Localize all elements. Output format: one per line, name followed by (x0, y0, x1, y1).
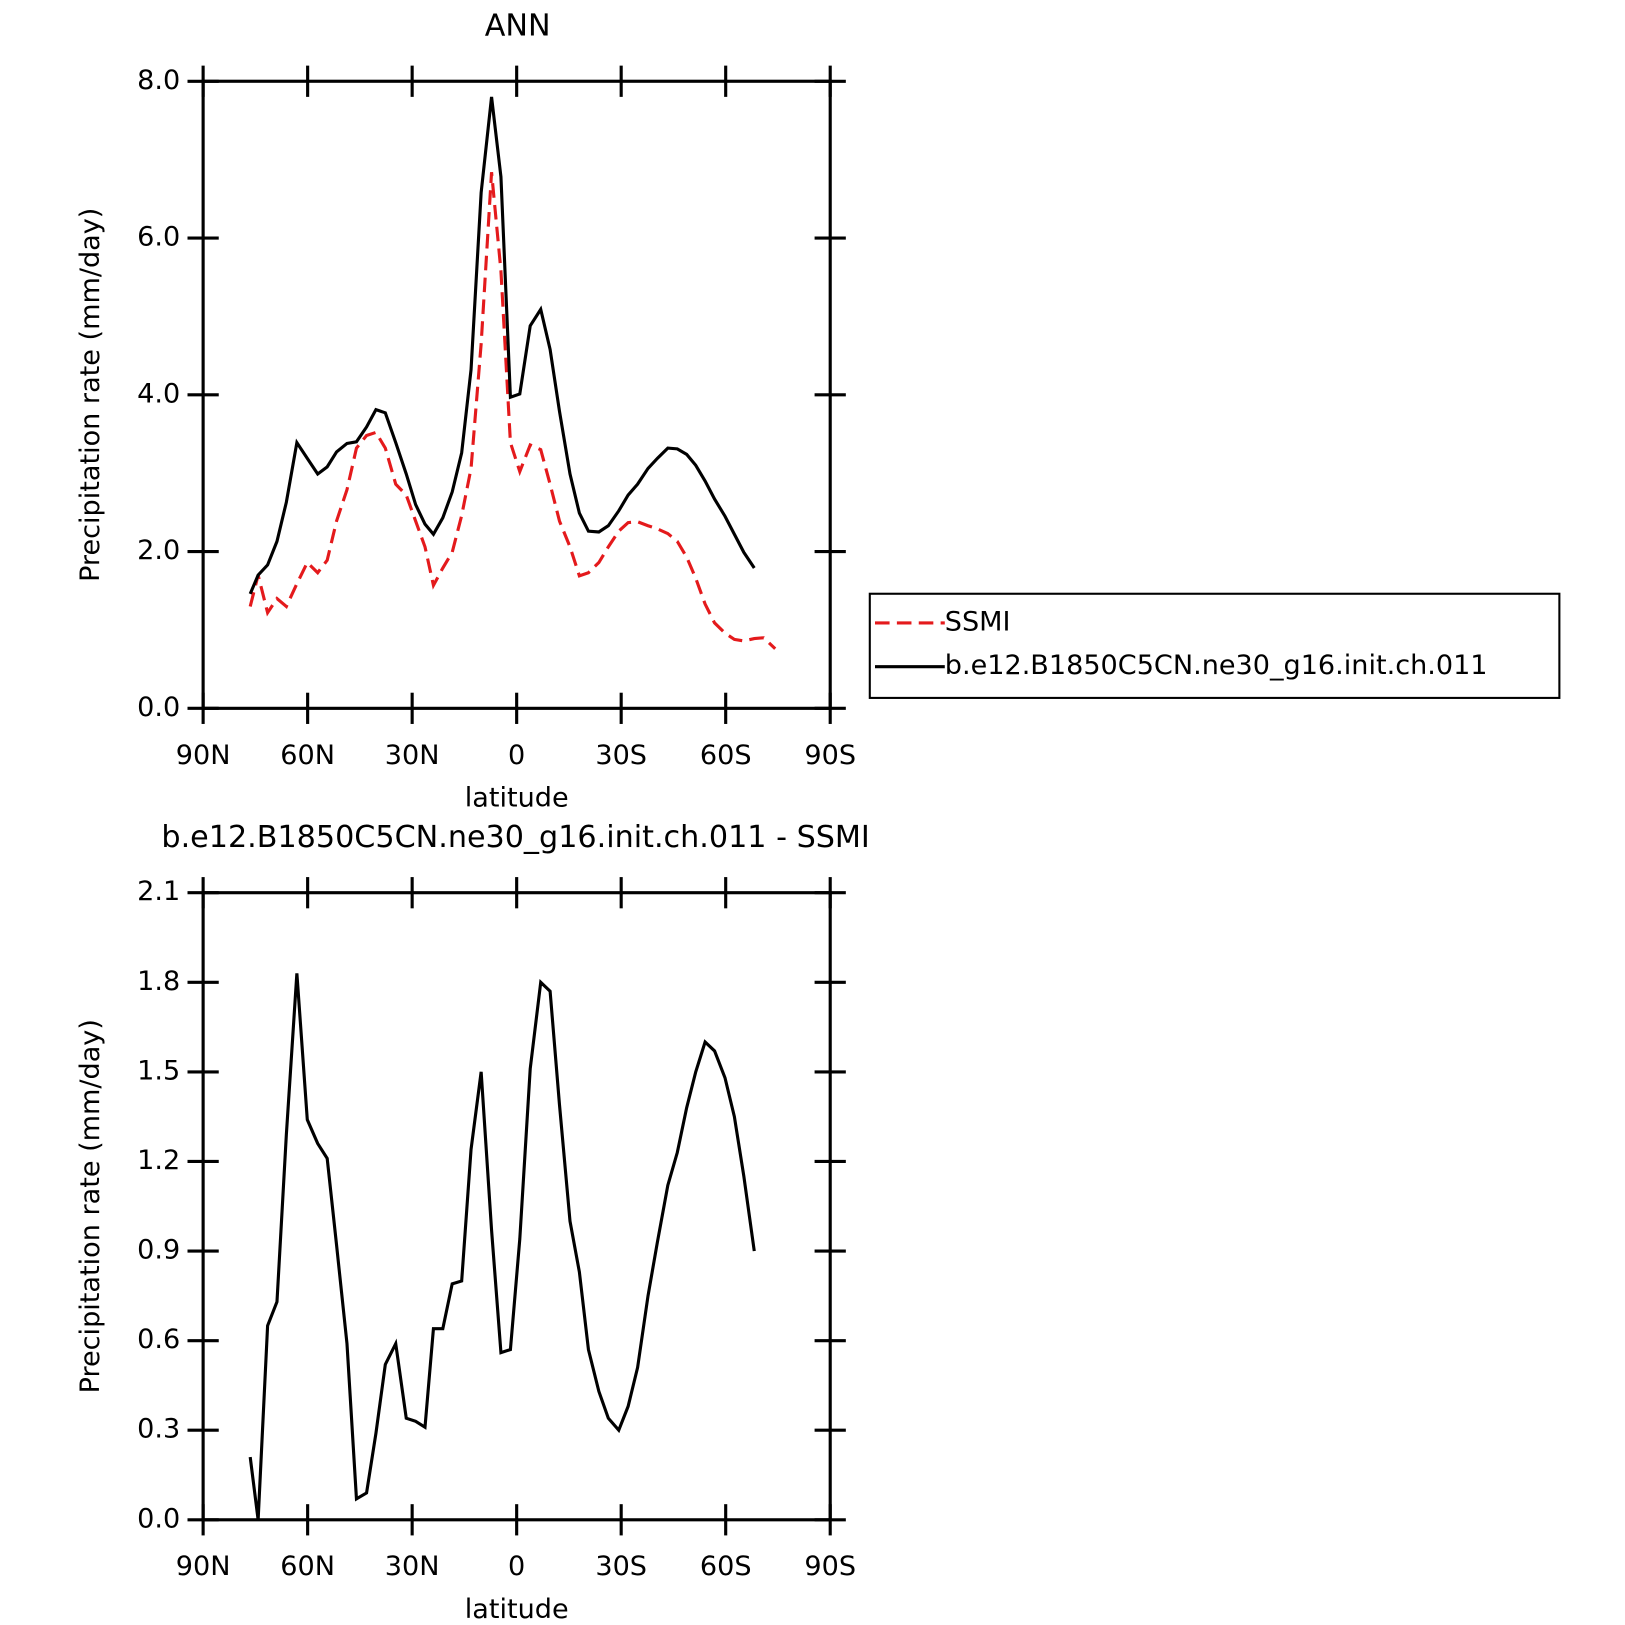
x-tick-label: 90S (804, 1551, 856, 1582)
y-tick-label: 1.8 (137, 966, 180, 997)
y-tick-label: 0.0 (137, 1503, 180, 1534)
chart-title: b.e12.B1850C5CN.ne30_g16.init.ch.011 - S… (161, 820, 869, 855)
x-tick-label: 30N (385, 740, 440, 771)
legend-label: b.e12.B1850C5CN.ne30_g16.init.ch.011 (945, 650, 1488, 681)
legend-label: SSMI (945, 606, 1011, 637)
x-tick-label: 60S (700, 740, 752, 771)
y-axis-label: Precipitation rate (mm/day) (75, 208, 106, 582)
x-axis-label: latitude (465, 1594, 569, 1625)
x-tick-label: 60N (280, 740, 335, 771)
data-line (248, 973, 756, 1520)
x-tick-label: 30S (595, 740, 647, 771)
y-tick-label: 4.0 (137, 378, 180, 409)
x-tick-label: 90N (176, 740, 231, 771)
x-tick-label: 0 (508, 1551, 525, 1582)
x-axis-label: latitude (465, 782, 569, 813)
x-tick-label: 60S (700, 1551, 752, 1582)
y-tick-label: 1.5 (137, 1055, 180, 1086)
x-tick-label: 90N (176, 1551, 231, 1582)
y-tick-label: 8.0 (137, 65, 180, 96)
y-tick-label: 0.9 (137, 1235, 180, 1266)
data-line (248, 172, 777, 650)
y-tick-label: 6.0 (137, 222, 180, 253)
x-tick-label: 30S (595, 1551, 647, 1582)
data-line (248, 96, 756, 595)
chart-title: ANN (485, 9, 551, 44)
x-tick-label: 60N (280, 1551, 335, 1582)
y-axis-label: Precipitation rate (mm/day) (75, 1019, 106, 1393)
x-tick-label: 0 (508, 740, 525, 771)
y-tick-label: 2.0 (137, 535, 180, 566)
y-tick-label: 1.2 (137, 1145, 180, 1176)
y-tick-label: 0.6 (137, 1324, 180, 1355)
y-tick-label: 0.3 (137, 1414, 180, 1445)
legend-box (868, 592, 1561, 699)
x-tick-label: 30N (385, 1551, 440, 1582)
x-tick-label: 90S (804, 740, 856, 771)
y-tick-label: 0.0 (137, 692, 180, 723)
y-tick-label: 2.1 (137, 876, 180, 907)
